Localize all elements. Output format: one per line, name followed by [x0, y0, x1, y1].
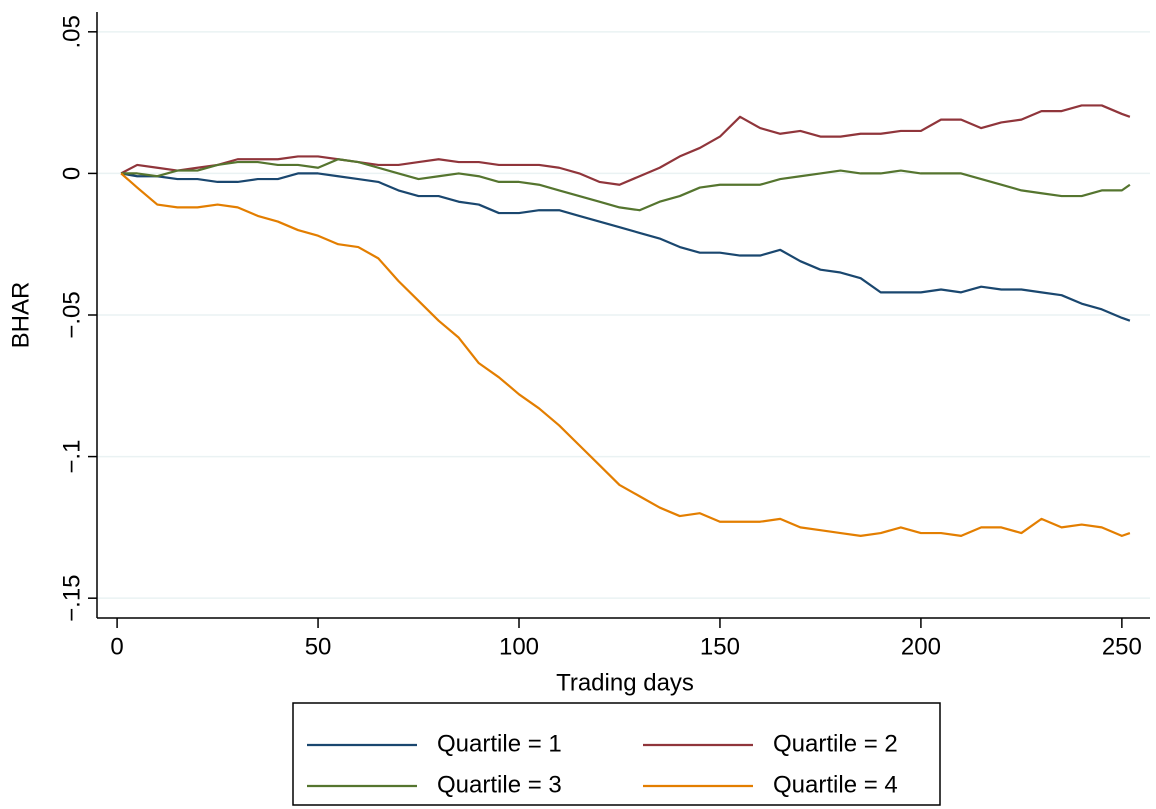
y-tick-label: −.05 [58, 291, 85, 338]
series-line [120, 104, 1131, 186]
legend-label: Quartile = 4 [773, 771, 898, 798]
series-line [121, 158, 1131, 212]
x-axis-label: Trading days [556, 669, 694, 696]
legend-box [292, 702, 941, 806]
legend-label: Quartile = 2 [773, 730, 898, 757]
x-tick-label: 200 [901, 633, 941, 660]
x-tick-label: 50 [305, 633, 332, 660]
legend-label: Quartile = 1 [437, 730, 562, 757]
y-axis-label: BHAR [7, 282, 34, 349]
series-line [120, 172, 1131, 322]
legend-label: Quartile = 3 [437, 771, 562, 798]
x-tick-label: 250 [1102, 633, 1142, 660]
y-tick-label: −.1 [58, 440, 85, 474]
series-line [120, 172, 1131, 537]
x-tick-label: 100 [499, 633, 539, 660]
y-tick-label: .05 [58, 15, 85, 48]
x-tick-label: 150 [700, 633, 740, 660]
x-tick-label: 0 [110, 633, 123, 660]
y-tick-label: 0 [58, 167, 85, 180]
y-tick-label: −.15 [58, 574, 85, 621]
